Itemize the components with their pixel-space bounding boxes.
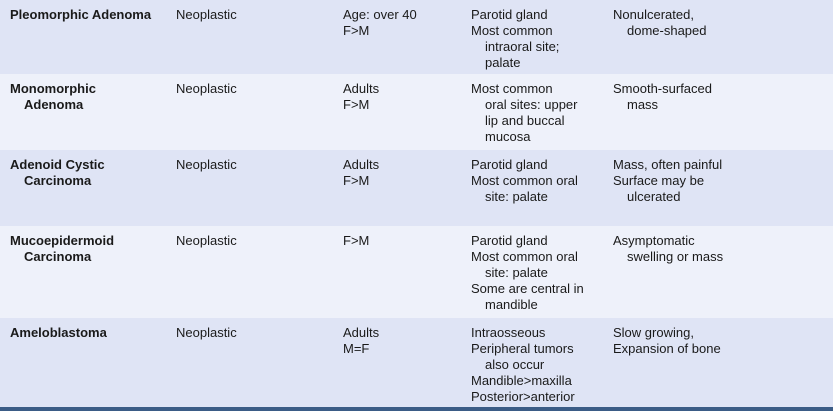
lesion-name-line: Adenoma bbox=[24, 97, 84, 112]
features-cell: Mass, often painful Surface may be ulcer… bbox=[613, 157, 722, 205]
demographics-line: F>M bbox=[343, 97, 370, 112]
lesion-name-line: Mucoepidermoid bbox=[10, 233, 115, 248]
lesion-type-line: Neoplastic bbox=[176, 233, 237, 248]
demographics-cell: Adults M=F bbox=[343, 325, 379, 357]
table-row: Pleomorphic Adenoma Neoplastic Age: over… bbox=[0, 0, 833, 74]
lesion-type-line: Neoplastic bbox=[176, 325, 237, 340]
features-line: swelling or mass bbox=[627, 249, 724, 264]
location-line: Mandible>maxilla bbox=[471, 373, 572, 388]
location-cell: Parotid gland Most common intraoral site… bbox=[471, 7, 559, 71]
lesion-type-line: Neoplastic bbox=[176, 7, 237, 22]
location-line: Most common oral bbox=[471, 173, 578, 188]
demographics-line: M=F bbox=[343, 341, 370, 356]
demographics-line: Adults bbox=[343, 325, 380, 340]
location-line: mandible bbox=[485, 297, 538, 312]
location-line: intraoral site; bbox=[485, 39, 560, 54]
lesion-type-line: Neoplastic bbox=[176, 81, 237, 96]
table-row: Monomorphic Adenoma Neoplastic Adults F>… bbox=[0, 74, 833, 150]
lesion-name-cell: Adenoid Cystic Carcinoma bbox=[10, 157, 105, 189]
demographics-line: Age: over 40 bbox=[343, 7, 417, 22]
lesion-type-cell: Neoplastic bbox=[176, 81, 237, 97]
location-line: site: palate bbox=[485, 189, 548, 204]
location-line: Parotid gland bbox=[471, 233, 548, 248]
demographics-line: F>M bbox=[343, 23, 370, 38]
table-row: Ameloblastoma Neoplastic Adults M=F Intr… bbox=[0, 318, 833, 407]
lesion-type-cell: Neoplastic bbox=[176, 233, 237, 249]
lesion-name-line: Adenoid Cystic bbox=[10, 157, 105, 172]
location-line: Parotid gland bbox=[471, 7, 548, 22]
lesion-name-cell: Ameloblastoma bbox=[10, 325, 107, 341]
lesion-name-line: Monomorphic bbox=[10, 81, 96, 96]
location-line: Posterior>anterior bbox=[471, 389, 575, 404]
location-cell: Parotid gland Most common oral site: pal… bbox=[471, 157, 578, 205]
table-row: Mucoepidermoid Carcinoma Neoplastic F>M … bbox=[0, 226, 833, 318]
lesion-name-line: Carcinoma bbox=[24, 249, 92, 264]
lesion-type-cell: Neoplastic bbox=[176, 7, 237, 23]
location-cell: Most common oral sites: upper lip and bu… bbox=[471, 81, 578, 145]
features-line: Mass, often painful bbox=[613, 157, 723, 172]
demographics-cell: F>M bbox=[343, 233, 369, 249]
demographics-line: F>M bbox=[343, 233, 370, 248]
features-line: Slow growing, bbox=[613, 325, 694, 340]
table-row: Adenoid Cystic Carcinoma Neoplastic Adul… bbox=[0, 150, 833, 226]
features-line: dome-shaped bbox=[627, 23, 707, 38]
features-line: Expansion of bone bbox=[613, 341, 721, 356]
lesion-name-cell: Pleomorphic Adenoma bbox=[10, 7, 151, 23]
location-line: palate bbox=[485, 55, 521, 70]
features-cell: Smooth-surfaced mass bbox=[613, 81, 712, 113]
features-line: Nonulcerated, bbox=[613, 7, 694, 22]
lesion-name-line: Carcinoma bbox=[24, 173, 92, 188]
table-bottom-rule bbox=[0, 407, 833, 411]
location-line: site: palate bbox=[485, 265, 548, 280]
lesion-name-line: Pleomorphic Adenoma bbox=[10, 7, 152, 22]
location-line: Parotid gland bbox=[471, 157, 548, 172]
demographics-cell: Adults F>M bbox=[343, 81, 379, 113]
lesion-name-cell: Mucoepidermoid Carcinoma bbox=[10, 233, 114, 265]
location-line: Some are central in bbox=[471, 281, 584, 296]
features-cell: Asymptomatic swelling or mass bbox=[613, 233, 723, 265]
demographics-cell: Adults F>M bbox=[343, 157, 379, 189]
location-line: also occur bbox=[485, 357, 545, 372]
features-cell: Nonulcerated, dome-shaped bbox=[613, 7, 707, 39]
demographics-line: Adults bbox=[343, 81, 380, 96]
features-cell: Slow growing, Expansion of bone bbox=[613, 325, 721, 357]
location-line: Most common bbox=[471, 81, 553, 96]
location-line: Peripheral tumors bbox=[471, 341, 574, 356]
lesion-type-line: Neoplastic bbox=[176, 157, 237, 172]
location-cell: Parotid gland Most common oral site: pal… bbox=[471, 233, 584, 313]
features-line: Asymptomatic bbox=[613, 233, 695, 248]
location-line: Most common bbox=[471, 23, 553, 38]
location-line: mucosa bbox=[485, 129, 531, 144]
location-line: oral sites: upper bbox=[485, 97, 578, 112]
location-line: Most common oral bbox=[471, 249, 578, 264]
features-line: ulcerated bbox=[627, 189, 681, 204]
lesion-type-cell: Neoplastic bbox=[176, 325, 237, 341]
lesion-name-cell: Monomorphic Adenoma bbox=[10, 81, 96, 113]
location-line: Intraosseous bbox=[471, 325, 546, 340]
demographics-line: F>M bbox=[343, 173, 370, 188]
features-line: Surface may be bbox=[613, 173, 705, 188]
features-line: Smooth-surfaced bbox=[613, 81, 712, 96]
demographics-line: Adults bbox=[343, 157, 380, 172]
location-line: lip and buccal bbox=[485, 113, 565, 128]
location-cell: Intraosseous Peripheral tumors also occu… bbox=[471, 325, 575, 405]
features-line: mass bbox=[627, 97, 659, 112]
lesion-name-line: Ameloblastoma bbox=[10, 325, 107, 340]
demographics-cell: Age: over 40 F>M bbox=[343, 7, 417, 39]
lesion-type-cell: Neoplastic bbox=[176, 157, 237, 173]
